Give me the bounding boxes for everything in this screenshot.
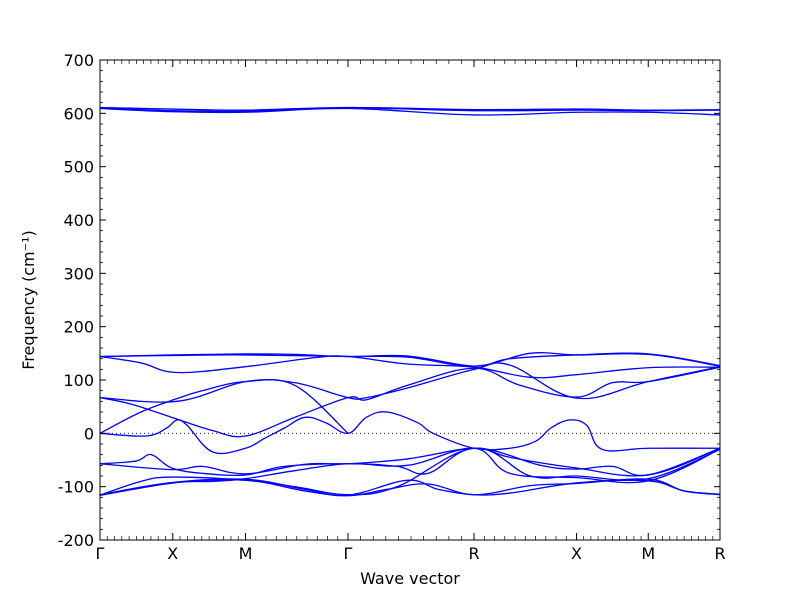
y-tick-labels: -200 -100 0 100 200 300 400 500 600 700 xyxy=(58,51,94,550)
phonon-band-line xyxy=(99,378,349,434)
phonon-band-line xyxy=(99,352,721,367)
phonon-band-line xyxy=(99,447,721,496)
y-tick-label: 0 xyxy=(84,424,94,443)
x-tick-label: R xyxy=(714,544,725,563)
y-tick-label: 400 xyxy=(63,211,94,230)
y-tick-label: -200 xyxy=(58,531,94,550)
y-tick-label: 200 xyxy=(63,318,94,337)
y-tick-label: 600 xyxy=(63,104,94,123)
x-tick-label: R xyxy=(468,544,479,563)
plot-area xyxy=(100,60,720,540)
phonon-band-line xyxy=(99,447,721,477)
phonon-band-line xyxy=(99,478,721,497)
x-tick-label: Γ xyxy=(344,544,353,563)
x-axis-label: Wave vector xyxy=(360,569,460,588)
phonon-band-line xyxy=(99,478,721,497)
x-tick-label: M xyxy=(641,544,655,563)
phonon-band-line xyxy=(99,362,721,403)
phonon-band-line xyxy=(99,107,721,113)
phonon-band-line xyxy=(99,355,721,379)
phonon-band-line xyxy=(99,411,721,455)
x-tick-label: X xyxy=(167,544,178,563)
phonon-band-line xyxy=(99,447,721,496)
plot-frame xyxy=(99,59,721,541)
phonon-band-line xyxy=(99,366,721,438)
y-tick-label: 500 xyxy=(63,158,94,177)
y-tick-label: 100 xyxy=(63,371,94,390)
y-tick-label: 700 xyxy=(63,51,94,70)
x-tick-label: X xyxy=(571,544,582,563)
x-tick-label: M xyxy=(239,544,253,563)
phonon-band-line xyxy=(99,107,721,116)
series-layer xyxy=(99,106,721,497)
y-tick-label: -100 xyxy=(58,478,94,497)
phonon-band-line xyxy=(99,447,721,477)
x-tick-label: Γ xyxy=(96,544,105,563)
y-axis-label: Frequency (cm⁻¹) xyxy=(19,230,38,369)
y-tick-label: 300 xyxy=(63,264,94,283)
